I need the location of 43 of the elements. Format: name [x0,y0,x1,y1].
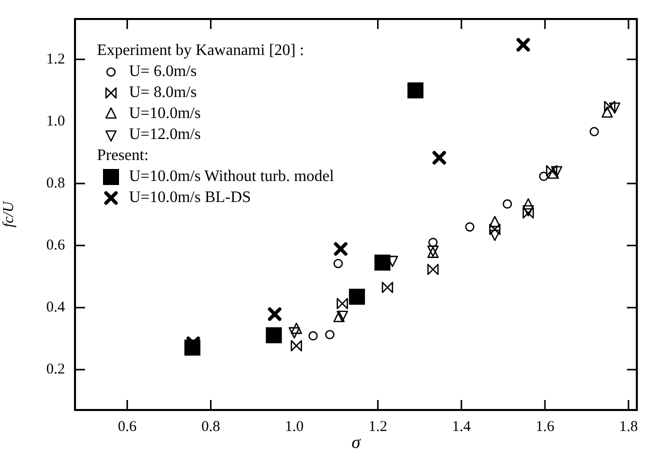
point [465,222,474,232]
point [336,298,348,310]
x-tick-label: 1.2 [368,418,388,435]
x-axis-title: σ [351,432,362,452]
x-tick-label: 1.6 [536,418,555,435]
legend-label: U=10.0m/s [129,105,201,122]
x-tick-label: 0.8 [201,418,220,435]
point [590,126,599,136]
x-tick-label: 0.6 [118,418,138,435]
point [334,242,348,256]
y-tick-label: 1.2 [46,51,65,68]
y-axis-title: fc/U [0,200,17,228]
legend-label: U=12.0m/s [129,126,201,144]
y-tick-label: 0.4 [46,300,66,316]
y-tick-label: 0.2 [46,362,65,378]
point [266,327,282,344]
point [407,82,424,98]
point [432,150,446,164]
point [334,258,343,268]
legend-label: U=10.0m/s BL-DS [129,189,251,206]
point [382,282,394,294]
point [348,288,365,305]
point [325,330,334,340]
point [268,307,282,321]
legend-label: U=10.0m/s Without turb. model [129,168,335,186]
point [502,199,512,209]
y-tick-label: 0.6 [46,237,66,254]
x-tick-label: 1.0 [284,418,304,435]
point [427,264,439,276]
legend-label: U= 6.0m/s [129,63,197,80]
point [428,238,438,248]
y-tick-label: 1.0 [46,113,65,130]
legend-title: Experiment by Kawanami [20] : [97,42,304,60]
annotation: Present: [97,147,149,164]
point [308,331,318,340]
y-tick-label: 0.8 [46,175,65,192]
legend-label: U= 8.0m/s [129,84,197,102]
point [374,254,390,271]
point [539,172,548,181]
x-tick-label: 1.4 [452,418,472,435]
x-tick-label: 1.8 [619,418,638,435]
point [290,340,302,352]
point [516,38,530,52]
